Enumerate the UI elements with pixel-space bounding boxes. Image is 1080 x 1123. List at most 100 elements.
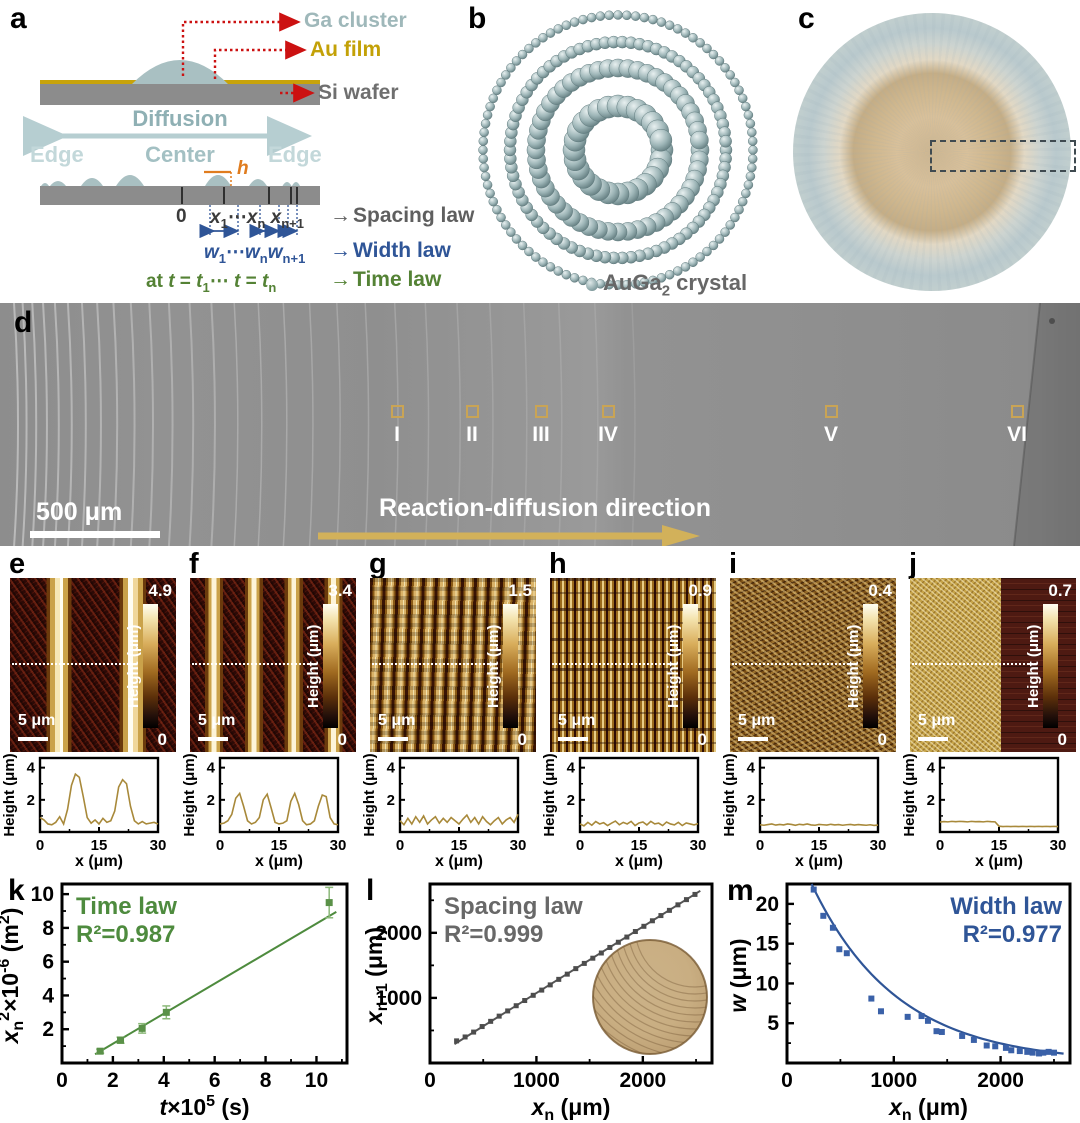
site-square-II xyxy=(466,405,479,418)
data-point xyxy=(666,907,672,913)
svg-text:4: 4 xyxy=(567,760,576,777)
data-point xyxy=(1024,1048,1031,1055)
svg-text:30: 30 xyxy=(510,837,527,854)
svg-text:0: 0 xyxy=(576,837,584,854)
afm-label: h xyxy=(549,548,567,580)
origin-label: 0 xyxy=(176,206,187,227)
data-point xyxy=(1036,1050,1043,1057)
data-point xyxy=(675,902,681,908)
afm-row: e 4.9 Height (μm) 0 5 μm 0 15 30 2 4 x (μm) Height … xyxy=(0,546,1080,870)
afm-scale-text: 5 μm xyxy=(558,712,596,729)
panel-d-sem: d I II III IV V VI 500 μm Reaction-diffusion … xyxy=(0,303,1080,546)
svg-text:2000: 2000 xyxy=(375,922,422,945)
svg-text:0: 0 xyxy=(396,837,404,854)
data-point xyxy=(556,976,562,982)
colorbar-min: 0 xyxy=(337,730,347,749)
data-point xyxy=(488,1018,494,1024)
w-widths-label: w1⋯wnwn+1 xyxy=(204,242,306,266)
height-profile-chart: 0 15 30 2 4 x (μm) Height (μm) xyxy=(1,753,166,870)
svg-text:4: 4 xyxy=(747,760,756,777)
edge-right-label: Edge xyxy=(268,142,322,167)
svg-text:4: 4 xyxy=(27,760,36,777)
data-point xyxy=(820,912,827,919)
colorbar-min: 0 xyxy=(877,730,887,749)
colorbar xyxy=(503,604,518,728)
colorbar-max: 0.7 xyxy=(1048,581,1072,600)
fit-curve xyxy=(810,883,1064,1055)
svg-text:10: 10 xyxy=(31,883,54,906)
panel-m-label: m xyxy=(727,874,754,907)
afm-image: 4.9 Height (μm) 0 5 μm xyxy=(10,578,176,752)
svg-text:15: 15 xyxy=(631,837,648,854)
data-point xyxy=(547,982,553,988)
data-point xyxy=(938,1028,945,1035)
afm-scale-bar xyxy=(918,736,948,741)
data-point xyxy=(924,1017,931,1024)
data-point xyxy=(505,1008,511,1014)
data-point xyxy=(904,1013,911,1020)
afm-label: f xyxy=(189,548,199,580)
data-point xyxy=(836,946,843,953)
afm-scale-bar xyxy=(198,736,228,741)
afm-scale-text: 5 μm xyxy=(738,712,776,729)
data-point xyxy=(454,1038,460,1044)
data-point xyxy=(624,934,630,940)
svg-text:30: 30 xyxy=(1050,837,1067,854)
profile-line-marker xyxy=(912,663,1036,665)
data-point xyxy=(607,944,613,950)
time-law-label: →Time law xyxy=(330,268,442,291)
panel-c-label: c xyxy=(798,2,815,35)
diffusion-label: Diffusion xyxy=(132,106,228,131)
svg-text:Height (μm): Height (μm) xyxy=(721,753,738,836)
data-point xyxy=(462,1034,468,1040)
colorbar-label: Height (μm) xyxy=(1025,624,1042,708)
svg-text:2000: 2000 xyxy=(619,1069,666,1092)
height-profile-chart: 0 15 30 2 4 x (μm) Height (μm) xyxy=(721,753,886,870)
data-point xyxy=(1016,1048,1023,1055)
colorbar-max: 0.9 xyxy=(688,581,712,600)
svg-text:x (μm): x (μm) xyxy=(435,853,483,870)
svg-text:15: 15 xyxy=(271,837,288,854)
svg-text:xn2×10-6 (m2): xn2×10-6 (m2) xyxy=(0,908,27,1046)
svg-text:30: 30 xyxy=(330,837,347,854)
colorbar-label: Height (μm) xyxy=(485,624,502,708)
data-point xyxy=(325,899,333,907)
svg-text:2: 2 xyxy=(387,792,395,809)
afm-image: 0.7 Height (μm) 0 5 μm xyxy=(910,578,1076,752)
site-square-III xyxy=(535,405,548,418)
svg-text:15: 15 xyxy=(811,837,828,854)
colorbar-label: Height (μm) xyxy=(845,624,862,708)
svg-text:15: 15 xyxy=(451,837,468,854)
chart-r-squared: R²=0.987 xyxy=(76,921,175,948)
charts-row: k 0 2 4 6 8 10 2 4 6 8 10 t×105 (s) xn2×10-6 (m2) Tim… xyxy=(0,870,1080,1123)
site-square-I xyxy=(391,405,404,418)
crystal-legend-text: AuGa2 crystal xyxy=(603,270,748,300)
colorbar-min: 0 xyxy=(1057,730,1067,749)
afm-scale-text: 5 μm xyxy=(18,712,56,729)
svg-text:0: 0 xyxy=(756,837,764,854)
colorbar-max: 1.5 xyxy=(508,581,532,600)
svg-text:30: 30 xyxy=(690,837,707,854)
afm-panel-g: g 1.5 Height (μm) 0 5 μm 0 15 30 2 4 x (μm) Height … xyxy=(360,546,540,870)
afm-image: 0.4 Height (μm) 0 5 μm xyxy=(730,578,896,752)
afm-panel-e: e 4.9 Height (μm) 0 5 μm 0 15 30 2 4 x (μm) Height … xyxy=(0,546,180,870)
data-point xyxy=(970,1036,977,1043)
data-point xyxy=(513,1003,519,1009)
svg-text:Height (μm): Height (μm) xyxy=(361,753,378,836)
afm-scale-text: 5 μm xyxy=(918,712,956,729)
svg-text:4: 4 xyxy=(927,760,936,777)
svg-text:2: 2 xyxy=(207,792,215,809)
data-point xyxy=(1002,1044,1009,1051)
svg-text:2: 2 xyxy=(107,1069,119,1092)
svg-text:0: 0 xyxy=(216,837,224,854)
h-label: h xyxy=(237,158,249,179)
svg-text:4: 4 xyxy=(42,984,54,1007)
panel-k-label: k xyxy=(8,874,25,907)
afm-panel-i: i 0.4 Height (μm) 0 5 μm 0 15 30 2 4 x (μm) Height … xyxy=(720,546,900,870)
svg-text:Height (μm): Height (μm) xyxy=(181,753,198,836)
svg-text:1000: 1000 xyxy=(375,987,422,1010)
svg-text:0: 0 xyxy=(936,837,944,854)
spacing-law-chart: 0 1000 2000 1000 2000 xn (μm) xn+1 (μm) Spacing… xyxy=(361,882,714,1123)
sem-scale-bar xyxy=(30,531,160,538)
